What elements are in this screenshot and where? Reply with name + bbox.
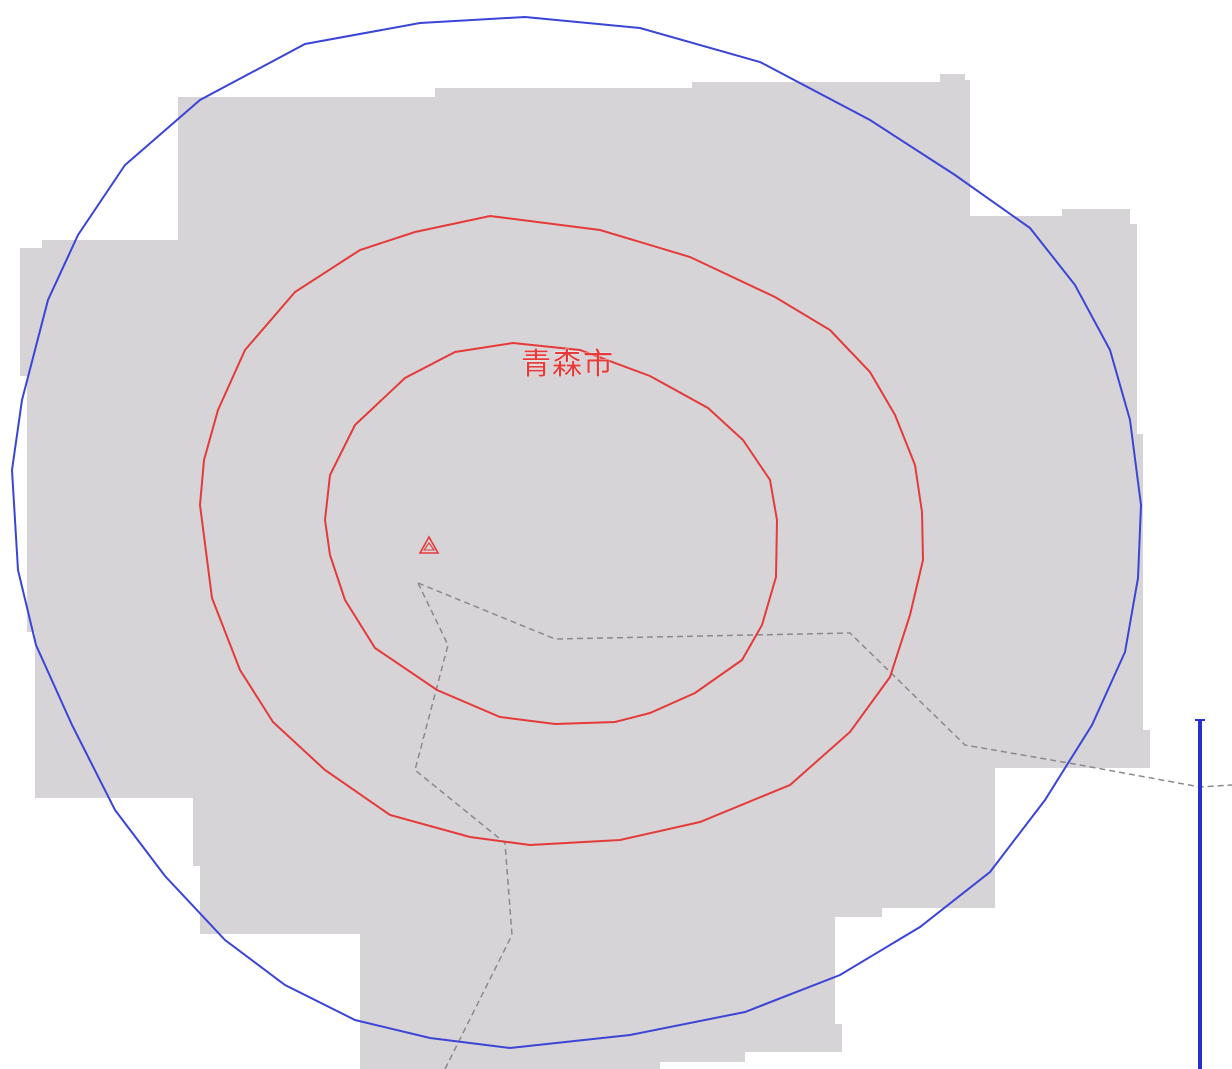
middle-distance-ring <box>198 214 925 847</box>
land-area <box>20 74 1150 1069</box>
scale-bar <box>1195 719 1205 1069</box>
boundary-line-south <box>414 582 513 1069</box>
outer-distance-ring <box>10 15 1143 1050</box>
station-marker[interactable] <box>418 535 440 554</box>
city-label: 青森市 <box>521 347 614 382</box>
inner-distance-ring <box>323 341 779 726</box>
triangle-icon-inner <box>422 542 436 551</box>
triangle-icon <box>418 535 440 554</box>
